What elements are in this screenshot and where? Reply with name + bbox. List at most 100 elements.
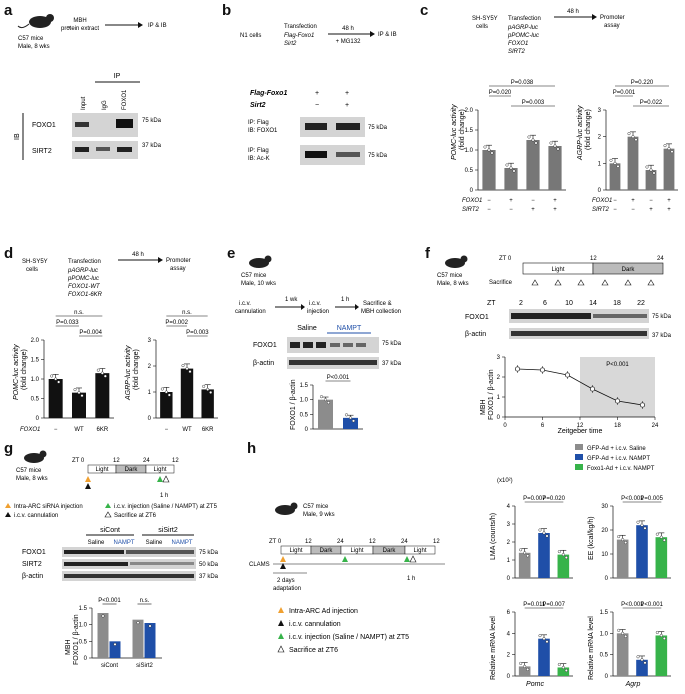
e-mouse-line2: Male, 10 wks (241, 281, 276, 287)
d-left-ytick-label: 0.5 (31, 397, 40, 403)
e-ylabel: FOXO1 / β-actin (290, 379, 297, 430)
g-legend-4: Sacrifice at ZT6 (114, 513, 157, 519)
g-ylabel-1: MBH (65, 639, 72, 655)
b-sign-2-2: + (345, 102, 349, 109)
h-pomc-xlabel: Pomc (526, 681, 544, 688)
e-step-2a: i.c.v. (309, 301, 321, 307)
c-left-dot (490, 151, 494, 155)
mouse-icon (24, 450, 47, 463)
h-block-5: Light (413, 548, 426, 554)
h-agrp-ylabel: Relative mRNA level (588, 616, 595, 680)
g-t0: ZT 0 (72, 458, 85, 464)
d-left-p-label: P=0.033 (56, 320, 79, 326)
g-bar (97, 613, 109, 658)
d-construct-1: pAGRP-luc (67, 268, 98, 274)
e-chart-ytick-label: 0 (305, 427, 309, 433)
e-chart-dot (319, 395, 323, 399)
b-sign-1-2: + (345, 90, 349, 97)
e-chart: 0 0.5 1.0 1.5 P<0.001 (300, 375, 363, 433)
f-xlabel: Zeitgeber time (558, 428, 603, 435)
h-legend-1: Intra-ARC Ad injection (289, 608, 358, 615)
e-gap-1: 1 wk (285, 297, 298, 303)
c-left-dot (487, 148, 491, 152)
panel-d-label: d (4, 245, 14, 262)
c-left-p-label: P=0.003 (522, 100, 545, 106)
c-right-ytick-label: 3 (598, 108, 602, 114)
h-ee-dot (640, 523, 644, 527)
h-lma-dot (564, 556, 568, 560)
f-lane-label: 14 (589, 300, 597, 307)
c-row-sirt2: SIRT2 (462, 207, 480, 213)
d-left-dot (77, 391, 81, 395)
c-right-dot (663, 144, 667, 148)
mouse-icon (275, 502, 298, 515)
c-left-dot (512, 169, 516, 173)
b-row-label-2: Sirt2 (250, 102, 266, 109)
f-point (639, 402, 646, 408)
c-right-dot (652, 171, 656, 175)
g-legend-1: Intra-ARC siRNA injection (14, 504, 83, 510)
b-row-label-1: Flag-Foxo1 (250, 90, 287, 97)
h-pomc-ytick-label: 2 (507, 653, 511, 659)
g-ytick-label: 1.0 (79, 623, 88, 629)
f-xtick-label: 0 (503, 423, 507, 429)
e-chart-ytick-label: 1.5 (300, 383, 309, 389)
h-lma-ytick-label: 3 (507, 522, 511, 528)
f-row-foxo1: FOXO1 (465, 314, 489, 321)
d-left-ytick-label: 0 (36, 416, 40, 422)
h-lma-p-label: P=0.007 (523, 496, 546, 502)
b-drug: + MG132 (336, 39, 362, 45)
h-agrp-ytick-label: 1.0 (600, 631, 609, 637)
d-left-dot (80, 394, 84, 398)
f-xtick-label: 18 (614, 423, 621, 429)
h-lma-dot (542, 531, 546, 535)
d-xrow-name: FOXO1 (20, 427, 40, 433)
h-agrp-dot (662, 636, 666, 640)
e-group-saline: Saline (297, 325, 317, 332)
d-xcat-label: WT (182, 427, 192, 433)
h-pomc-p-label: P=0.011 (523, 602, 546, 608)
panel-d: d SH-SY5Y cells Transfection pAGRP-luc p… (0, 245, 225, 435)
e-group-nampt: NAMPT (337, 325, 362, 332)
h-ee-dot (617, 535, 621, 539)
g-row-foxo1: FOXO1 (22, 549, 46, 556)
h-block-2: Dark (320, 548, 334, 554)
g-blot-sirt2 (62, 559, 196, 569)
h-pomc-dot (538, 634, 542, 638)
e-row-actin: β-actin (253, 360, 274, 367)
h-agrp-dot (617, 628, 621, 632)
d-left-dot (73, 388, 77, 392)
h-lma-bar (518, 552, 531, 578)
c-sirt2-sign: − (509, 207, 513, 213)
h-lma-ytick-label: 0 (507, 576, 511, 582)
f-zt0: ZT 0 (499, 256, 512, 262)
h-pomc-dot (523, 664, 527, 668)
h-pomc-dot (545, 640, 549, 644)
a-ib-label: IB (14, 133, 21, 140)
h-ee-dot (636, 520, 640, 524)
e-step-3b: MBH collection (361, 309, 401, 315)
h-agrp-xlabel: Agrp (625, 681, 641, 688)
d-right-dot (164, 390, 168, 394)
b-construct-1: Flag-Foxo1 (284, 33, 314, 39)
c-foxo1-sign: + (553, 198, 557, 204)
c-left-bar (504, 168, 518, 190)
g-block-dark: Dark (125, 467, 139, 473)
c-right-ytick-label: 0 (598, 188, 602, 194)
e-chart-dot (326, 401, 330, 405)
c-right-bar (663, 148, 675, 190)
a-flow-extract: protein extract (61, 26, 99, 32)
b-time: 48 h (342, 26, 354, 32)
e-step-1b: cannulation (235, 309, 266, 315)
c-left-dot (549, 141, 553, 145)
c-left-chart: 0 0.5 1.0 1.5 2.0 P=0.038 P=0.020 P=0.003 (465, 80, 566, 194)
c-right-dot (634, 138, 638, 142)
b-blot2 (300, 145, 365, 165)
d-right-dot (206, 387, 210, 391)
d-right-dot (160, 387, 164, 391)
c-left-dot (505, 163, 509, 167)
f-lane-label: 2 (519, 300, 523, 307)
